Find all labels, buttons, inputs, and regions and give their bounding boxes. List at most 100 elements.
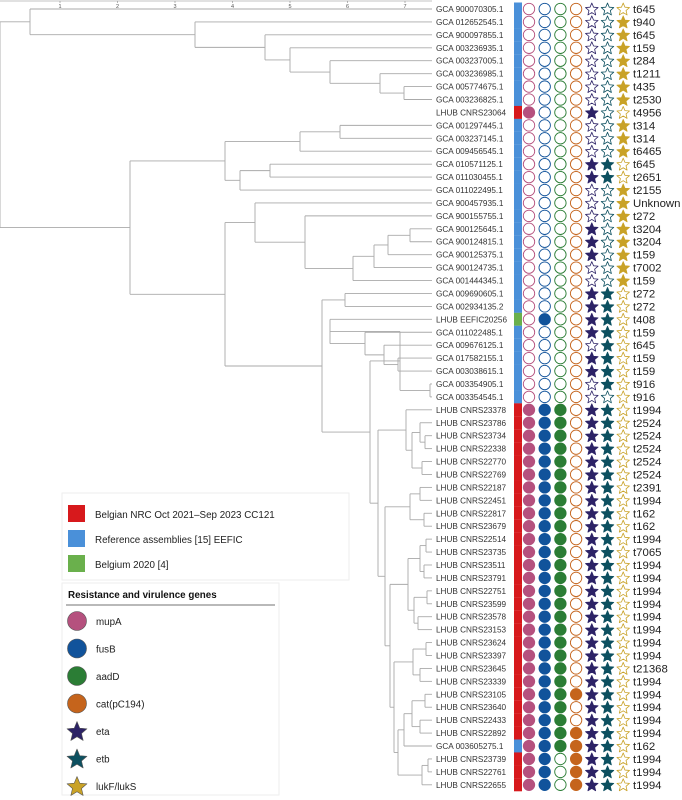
- gene-marker-mupa: [522, 80, 536, 93]
- gene-marker-cat-pc194-: [569, 67, 583, 80]
- gene-marker-lukf-luks: [616, 222, 630, 236]
- gene-marker-etb: [600, 222, 615, 236]
- tip-label-bg: [434, 753, 512, 765]
- gene-marker-mupa: [522, 429, 536, 442]
- gene-marker-cat-pc194-: [569, 28, 583, 42]
- gene-marker-etb: [600, 700, 615, 714]
- gene-marker-fusb: [538, 494, 551, 507]
- gene-marker-aadd: [554, 390, 567, 404]
- gene-marker-lukf-luks: [616, 623, 630, 636]
- source-cell: [514, 235, 522, 249]
- gene-marker-etb: [600, 299, 615, 313]
- gene-marker-mupa: [522, 765, 536, 779]
- tip-label-bg: [434, 727, 512, 739]
- spa-type-label: t159: [633, 276, 655, 288]
- tip-label-bg: [434, 662, 512, 674]
- spa-type-label: t272: [633, 301, 655, 313]
- legend-gene-symbol: [67, 693, 87, 714]
- tip-label-bg: [434, 29, 512, 41]
- gene-marker-aadd: [554, 300, 567, 313]
- gene-marker-cat-pc194-: [569, 287, 583, 300]
- spa-type-label: t1994: [633, 651, 662, 663]
- gene-marker-etb: [600, 170, 615, 184]
- gene-marker-etb: [600, 390, 615, 404]
- gene-marker-etb: [600, 726, 615, 740]
- tip-label-bg: [434, 624, 512, 636]
- gene-marker-eta: [585, 274, 599, 287]
- tip-label-bg: [434, 171, 512, 183]
- source-cell: [514, 442, 522, 456]
- gene-marker-eta: [585, 674, 599, 688]
- tip-label-bg: [434, 93, 512, 105]
- spa-type-label: t3204: [633, 224, 662, 236]
- gene-marker-eta: [585, 545, 599, 559]
- gene-marker-eta: [585, 80, 599, 93]
- gene-marker-cat-pc194-: [569, 339, 583, 352]
- gene-marker-etb: [600, 545, 615, 559]
- gene-marker-lukf-luks: [616, 571, 630, 585]
- tip-label-bg: [434, 468, 512, 480]
- legend-gene-label: aadD: [96, 672, 119, 683]
- gene-marker-cat-pc194-: [569, 222, 583, 235]
- tip-label-bg: [434, 572, 512, 584]
- tip-label-bg: [434, 119, 512, 131]
- gene-marker-aadd: [554, 313, 567, 326]
- source-cell: [514, 558, 522, 572]
- spa-type-label: t159: [633, 327, 655, 339]
- spa-type-label: t272: [633, 211, 655, 223]
- tip-label: GCA 003354905.1: [436, 380, 504, 389]
- gene-marker-aadd: [554, 41, 567, 54]
- gene-marker-fusb: [538, 183, 551, 197]
- spa-type-label: t159: [633, 250, 655, 262]
- spa-type-label: t1994: [633, 560, 662, 572]
- gene-marker-mupa: [522, 494, 536, 507]
- tip-label-bg: [434, 649, 512, 661]
- spa-type-label: t1994: [633, 689, 662, 701]
- gene-marker-fusb: [538, 2, 551, 16]
- gene-marker-aadd: [554, 610, 567, 623]
- tip-label: GCA 009690605.1: [436, 289, 504, 298]
- tip-label-bg: [434, 598, 512, 610]
- gene-marker-etb: [600, 752, 615, 766]
- gene-marker-fusb: [538, 248, 551, 261]
- genes-legend-title: Resistance and virulence genes: [68, 590, 217, 601]
- gene-marker-eta: [585, 261, 599, 274]
- gene-marker-fusb: [538, 222, 551, 235]
- gene-marker-eta: [585, 41, 599, 55]
- tip-label: LHUB CNRS23599: [436, 600, 507, 609]
- gene-marker-lukf-luks: [616, 532, 630, 546]
- tip-label: GCA 011030455.1: [436, 173, 503, 182]
- gene-marker-eta: [585, 338, 599, 352]
- gene-marker-lukf-luks: [616, 597, 630, 611]
- gene-marker-mupa: [522, 145, 536, 158]
- tip-label-bg: [434, 481, 512, 493]
- gene-marker-eta: [585, 377, 599, 391]
- gene-marker-eta: [585, 481, 599, 494]
- spa-type-label: t1994: [633, 405, 662, 417]
- gene-marker-etb: [600, 713, 615, 727]
- gene-marker-fusb: [538, 507, 551, 520]
- spa-type-label: t2651: [633, 172, 662, 184]
- tip-label-bg: [434, 611, 512, 623]
- gene-marker-etb: [600, 196, 615, 210]
- source-cell: [514, 584, 522, 598]
- gene-marker-aadd: [554, 675, 567, 688]
- source-cell: [514, 2, 522, 16]
- gene-marker-fusb: [538, 429, 551, 442]
- gene-marker-mupa: [522, 235, 536, 248]
- tip-label: LHUB CNRS22751: [436, 587, 507, 596]
- gene-marker-aadd: [554, 248, 567, 261]
- gene-marker-aadd: [554, 287, 567, 300]
- gene-marker-aadd: [554, 429, 567, 442]
- source-cell: [514, 649, 522, 662]
- gene-marker-fusb: [538, 364, 551, 378]
- source-cell: [514, 545, 522, 559]
- gene-marker-mupa: [522, 261, 536, 274]
- gene-marker-aadd: [554, 80, 567, 93]
- gene-marker-eta: [585, 106, 599, 119]
- gene-marker-aadd: [554, 183, 567, 197]
- legend-gene-symbol: [67, 638, 87, 659]
- gene-marker-lukf-luks: [616, 183, 630, 197]
- tip-label-bg: [434, 339, 512, 351]
- tip-label-bg: [434, 546, 512, 558]
